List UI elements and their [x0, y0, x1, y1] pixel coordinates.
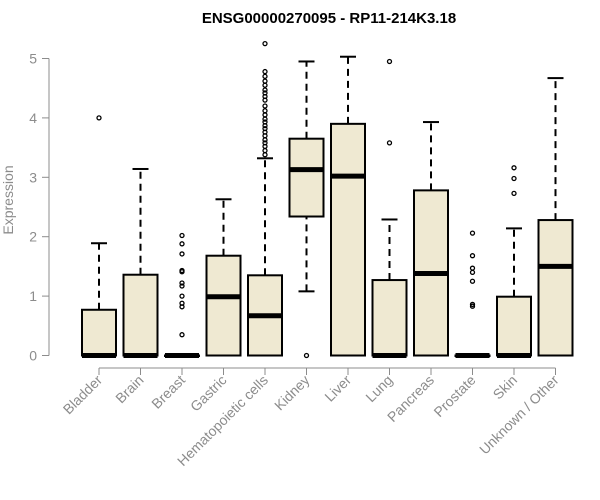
outlier-point — [179, 251, 185, 257]
outlier-point — [179, 300, 185, 306]
outlier-point — [469, 301, 476, 308]
chart-title: ENSG00000270095 - RP11-214K3.18 — [202, 10, 456, 27]
outlier-point — [303, 352, 310, 359]
outlier-point — [469, 230, 476, 236]
outlier-point — [179, 241, 185, 247]
outlier-point — [386, 140, 393, 146]
outlier-point — [179, 280, 185, 286]
outlier-point — [179, 283, 185, 289]
outlier-point — [262, 119, 268, 125]
x-tick-label: Breast — [148, 372, 188, 412]
x-tick-label: Skin — [490, 372, 521, 403]
outlier-point — [262, 87, 268, 93]
outlier-point — [262, 73, 268, 79]
outlier-point — [179, 267, 185, 274]
x-tick-label: Liver — [321, 372, 354, 405]
outlier-point — [262, 82, 268, 88]
outlier-point — [179, 293, 185, 299]
y-tick-label: 2 — [29, 229, 37, 245]
box-9 — [454, 230, 491, 358]
outlier-point — [262, 147, 268, 154]
box-rect — [205, 254, 242, 357]
y-tick-label: 1 — [29, 288, 37, 304]
box-rect — [371, 279, 408, 357]
x-tick-label: Brain — [112, 372, 146, 406]
box-rect — [330, 122, 366, 357]
outlier-point — [262, 112, 268, 118]
outlier-point — [262, 68, 268, 75]
outlier-point — [469, 265, 476, 271]
outlier-point — [262, 41, 268, 47]
box-10 — [496, 165, 532, 358]
box-4 — [247, 41, 283, 357]
outlier-point — [179, 332, 185, 338]
x-tick-label: Kidney — [271, 372, 313, 414]
y-tick-label: 3 — [29, 169, 37, 185]
box-3 — [205, 198, 242, 357]
outlier-point — [262, 78, 268, 84]
outlier-point — [262, 103, 268, 109]
x-tick-label: Bladder — [60, 372, 106, 418]
outlier-point — [262, 90, 268, 96]
outlier-point — [469, 303, 476, 309]
box-rect — [122, 273, 159, 357]
outlier-point — [469, 269, 476, 275]
outlier-point — [511, 165, 517, 171]
box-2 — [164, 232, 200, 358]
box-rect — [288, 137, 325, 218]
box-8 — [413, 121, 449, 357]
outlier-point — [262, 152, 268, 158]
outlier-point — [469, 253, 476, 259]
box-0 — [81, 115, 117, 358]
outlier-point — [262, 140, 268, 146]
boxes — [81, 41, 574, 359]
box-7 — [371, 58, 408, 358]
box-5 — [288, 60, 325, 359]
x-tick-label: Prostate — [430, 372, 478, 420]
outlier-point — [511, 190, 517, 196]
y-tick-label: 5 — [29, 51, 37, 67]
outlier-point — [262, 108, 268, 114]
x-tick-label: Lung — [362, 372, 395, 405]
box-11 — [537, 77, 574, 357]
outlier-point — [179, 232, 185, 239]
y-axis-label: Expression — [0, 165, 16, 234]
box-rect — [496, 295, 532, 357]
y-tick-label: 4 — [29, 110, 37, 126]
outlier-point — [262, 137, 268, 143]
outlier-point — [96, 115, 102, 121]
y-tick-label: 0 — [29, 348, 37, 364]
outlier-point — [386, 58, 393, 65]
box-rect — [537, 219, 574, 357]
outlier-point — [511, 175, 517, 182]
outlier-point — [469, 278, 476, 284]
outlier-point — [262, 116, 268, 122]
box-6 — [330, 55, 366, 357]
x-tick-label: Unknown / Other — [476, 372, 562, 458]
box-rect — [81, 308, 117, 357]
y-axis: 0 1 2 3 4 5 — [29, 51, 50, 364]
box-1 — [122, 167, 159, 358]
outlier-point — [262, 125, 268, 132]
